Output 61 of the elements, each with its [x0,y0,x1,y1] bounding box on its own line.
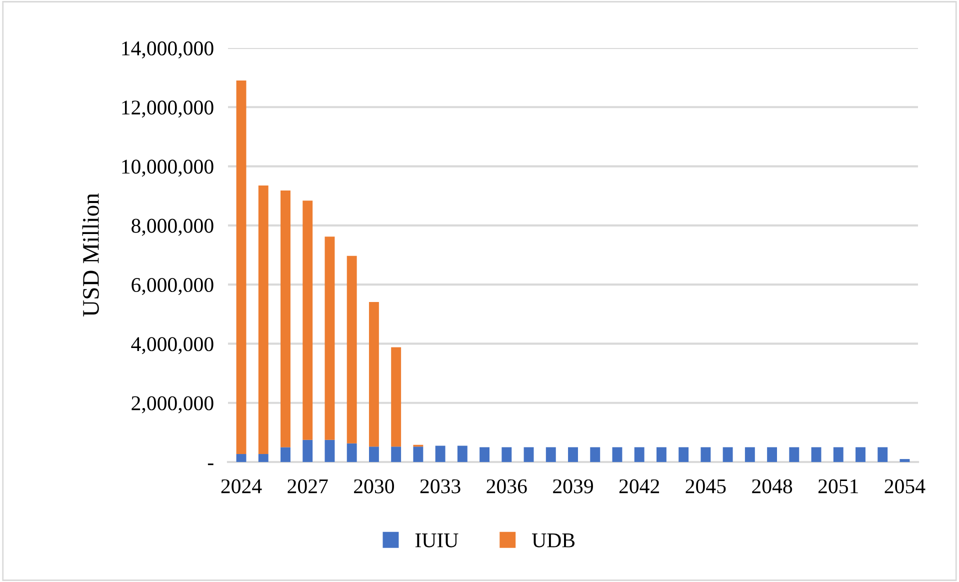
bar [502,447,512,462]
y-tick-label: 2,000,000 [132,396,214,414]
bar [612,447,622,462]
bar [368,446,379,462]
bar [346,443,357,462]
bar [900,459,910,462]
x-tick-label: 2048 [752,479,792,494]
x-tick-label: 2030 [354,479,394,494]
bar [546,447,556,462]
x-tick-label: 2054 [884,479,926,494]
x-tick-label: 2039 [553,479,593,494]
bar [524,447,534,462]
legend-label: UDB [532,534,575,548]
bar [811,447,822,462]
y-tick-label: 12,000,000 [122,100,214,118]
bar [391,446,402,462]
x-tick-label: 2036 [486,479,527,494]
bar [346,256,357,444]
x-tick-label: 2027 [288,479,328,494]
bar [767,447,778,462]
bar [413,446,424,462]
bar [457,446,468,462]
y-tick-label: 8,000,000 [132,218,214,236]
bar [480,447,490,462]
y-tick-label: 14,000,000 [122,41,214,58]
bar [856,447,866,462]
bar [324,236,335,440]
x-tick-label: 2033 [420,479,460,494]
y-tick-label: 10,000,000 [122,160,214,177]
bar [302,200,313,440]
bar [789,447,800,462]
bar [722,447,733,462]
bar [656,447,666,462]
bar [590,447,600,462]
x-tick-label: 2042 [619,479,660,494]
y-tick-label: 6,000,000 [132,278,214,296]
bar [280,190,290,448]
bar [634,447,644,462]
bar [302,440,313,462]
bar [678,447,689,462]
y-tick-label: - [208,464,214,466]
x-tick-label: 2045 [686,479,726,494]
bar [833,447,844,462]
bar [435,446,446,462]
bar [391,347,402,447]
bar [236,454,246,462]
bar [878,447,888,462]
y-axis-title: USD Million [82,193,99,316]
bar [700,447,711,462]
y-tick-label: 4,000,000 [131,337,214,354]
bar [258,186,268,454]
legend-label: IUIU [415,534,458,548]
x-tick-label: 2024 [221,479,262,494]
bar [258,454,268,462]
x-tick-label: 2051 [818,479,858,494]
bar [568,447,578,462]
bar [744,447,755,462]
bar [368,302,379,447]
bar [280,447,290,462]
bar [236,80,246,454]
bar [324,440,335,462]
